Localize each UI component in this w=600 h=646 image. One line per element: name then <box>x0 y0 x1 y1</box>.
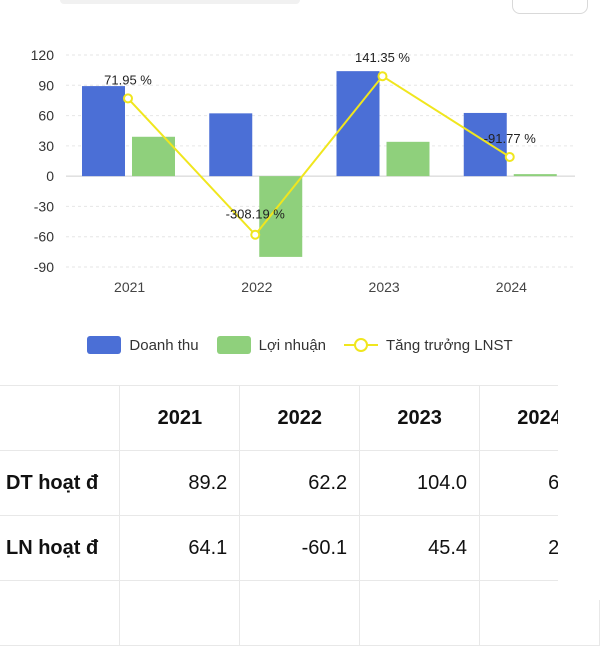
growth-data-label: 141.35 % <box>355 50 410 65</box>
bar-revenue <box>82 86 125 177</box>
legend-swatch-profit <box>216 336 251 354</box>
y-tick-label: -90 <box>34 259 54 275</box>
y-tick-label: 30 <box>38 138 54 154</box>
bar-profit <box>513 174 557 177</box>
table-cell <box>239 580 361 646</box>
financial-table-container: 2021 2022 2023 2024 DT hoạt đ 89.2 62.2 … <box>0 385 600 646</box>
combo-chart: 120 90 60 30 0 -30 -60 -90 71.95 % -308.19 % 141.… <box>31 47 575 295</box>
table-header-cell: 2022 <box>239 385 361 451</box>
legend-item-profit[interactable]: Lợi nhuận <box>216 336 327 354</box>
table-right-edge <box>558 385 600 600</box>
x-tick-label: 2022 <box>241 279 272 295</box>
table-row <box>0 580 600 646</box>
y-tick-label: 0 <box>46 168 54 184</box>
table-row-label: DT hoạt đ <box>0 450 121 516</box>
x-axis: 2021 2022 2023 2024 <box>114 279 527 295</box>
table-cell: 104.0 <box>359 450 481 516</box>
cropped-title <box>60 0 300 4</box>
y-axis: 120 90 60 30 0 -30 -60 -90 <box>31 47 55 275</box>
cropped-button[interactable] <box>512 0 588 14</box>
bar-revenue <box>209 113 253 177</box>
chart-bars <box>82 71 557 257</box>
bar-profit <box>259 176 303 257</box>
growth-data-label: -308.19 % <box>226 207 286 222</box>
legend-item-growth[interactable]: Tăng trưởng LNST <box>344 336 513 354</box>
financial-table: 2021 2022 2023 2024 DT hoạt đ 89.2 62.2 … <box>0 385 600 646</box>
legend-label-revenue: Doanh thu <box>129 336 199 354</box>
growth-point <box>377 71 388 82</box>
x-tick-label: 2021 <box>114 279 145 295</box>
table-row-label <box>0 580 121 646</box>
table-cell: -60.1 <box>239 515 361 581</box>
x-tick-label: 2024 <box>496 279 527 295</box>
growth-point <box>123 93 133 104</box>
table-header-cell <box>0 385 121 451</box>
y-tick-label: -30 <box>34 198 54 214</box>
growth-data-label: 71.95 % <box>104 72 152 87</box>
y-tick-label: 120 <box>31 47 55 63</box>
x-tick-label: 2023 <box>369 279 400 295</box>
growth-point <box>250 229 261 240</box>
table-cell <box>359 580 481 646</box>
table-cell: 62.2 <box>239 450 361 516</box>
legend-swatch-revenue <box>87 336 122 354</box>
table-cell: 45.4 <box>359 515 481 581</box>
table-row: LN hoạt đ 64.1 -60.1 45.4 20.4 <box>0 515 600 581</box>
table-cell: 89.2 <box>119 450 241 516</box>
legend-label-growth: Tăng trưởng LNST <box>386 336 513 354</box>
y-tick-label: 90 <box>38 77 54 93</box>
table-cell <box>119 580 241 646</box>
bar-profit <box>132 136 175 177</box>
legend-swatch-growth <box>344 336 379 354</box>
chart-legend: Doanh thu Lợi nhuận Tăng trưởng LNST <box>0 336 600 354</box>
table-cell: 64.1 <box>119 515 241 581</box>
bar-profit <box>386 141 430 177</box>
table-row: DT hoạt đ 89.2 62.2 104.0 62.6 <box>0 450 600 516</box>
table-header-row: 2021 2022 2023 2024 <box>0 385 600 451</box>
legend-label-profit: Lợi nhuận <box>258 336 327 354</box>
bar-revenue <box>463 112 507 177</box>
y-tick-label: -60 <box>34 229 54 245</box>
top-bar <box>0 0 600 18</box>
table-header-cell: 2023 <box>359 385 481 451</box>
table-header-cell: 2021 <box>119 385 241 451</box>
growth-line: 71.95 % -308.19 % 141.35 % -91.77 % <box>104 50 536 240</box>
y-tick-label: 60 <box>38 108 54 124</box>
growth-line-path <box>127 74 511 237</box>
growth-data-label: -91.77 % <box>484 131 536 146</box>
growth-point <box>504 151 515 162</box>
legend-item-revenue[interactable]: Doanh thu <box>87 336 199 354</box>
table-row-label: LN hoạt đ <box>0 515 121 581</box>
